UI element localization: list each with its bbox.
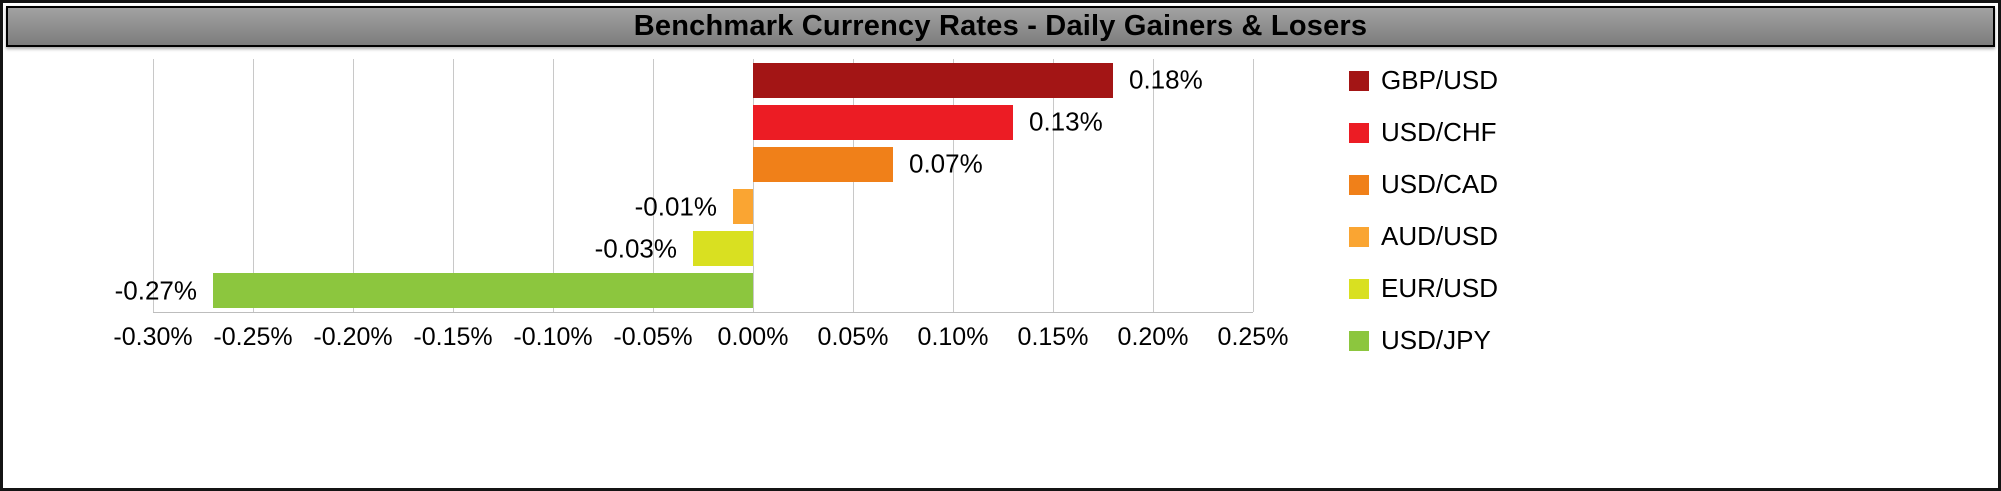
x-tick-label: 0.15% (1017, 323, 1089, 351)
legend-item-aud-usd: AUD/USD (1349, 221, 1498, 252)
x-tick-label: -0.30% (113, 323, 193, 351)
bar-gbp-usd (753, 63, 1113, 98)
x-tick-label: 0.00% (717, 323, 789, 351)
gridline (353, 59, 354, 312)
x-tick-label: -0.20% (313, 323, 393, 351)
legend-swatch (1349, 226, 1369, 247)
bar-value-label: 0.07% (909, 148, 983, 179)
x-tick-label: 0.05% (817, 323, 889, 351)
chart-title: Benchmark Currency Rates - Daily Gainers… (633, 10, 1368, 42)
legend-item-usd-jpy: USD/JPY (1349, 325, 1498, 356)
legend-label: USD/CAD (1381, 169, 1499, 199)
gridline (253, 59, 254, 312)
bar-value-label: -0.01% (634, 191, 717, 222)
x-tick-label: -0.15% (413, 323, 493, 351)
gridline (153, 59, 154, 312)
bar-usd-chf (753, 105, 1013, 140)
legend-label: EUR/USD (1381, 273, 1499, 303)
bar-value-label: 0.13% (1029, 106, 1103, 137)
legend-swatch (1349, 122, 1369, 143)
legend-label: USD/JPY (1381, 325, 1491, 355)
chart-title-bar: Benchmark Currency Rates - Daily Gainers… (6, 6, 1995, 47)
gridline (753, 59, 754, 312)
legend-item-gbp-usd: GBP/USD (1349, 65, 1498, 96)
bar-value-label: 0.18% (1129, 64, 1203, 95)
legend-item-usd-cad: USD/CAD (1349, 169, 1498, 200)
x-tick-label: 0.10% (917, 323, 989, 351)
gridline (953, 59, 954, 312)
x-tick-label: -0.10% (513, 323, 593, 351)
gridline (453, 59, 454, 312)
gridline (553, 59, 554, 312)
bar-aud-usd (733, 189, 753, 224)
bar-usd-cad (753, 147, 893, 182)
legend-item-eur-usd: EUR/USD (1349, 273, 1498, 304)
legend-swatch (1349, 70, 1369, 91)
legend-swatch (1349, 174, 1369, 195)
x-tick-label: -0.25% (213, 323, 293, 351)
legend-swatch (1349, 278, 1369, 299)
x-axis: -0.30% -0.25% -0.20% -0.15% -0.10% -0.05% 0.00… (113, 323, 1288, 359)
legend: GBP/USD USD/CHF USD/CAD AUD/USD EUR/USD USD/J… (1349, 65, 1498, 356)
gridline (1153, 59, 1154, 312)
legend-label: USD/CHF (1381, 117, 1497, 147)
legend-item-usd-chf: USD/CHF (1349, 117, 1498, 148)
bar-eur-usd (693, 231, 753, 266)
bar-value-label: -0.03% (594, 233, 677, 264)
x-tick-label: -0.05% (613, 323, 693, 351)
legend-label: AUD/USD (1381, 221, 1499, 251)
bar-value-label: -0.27% (114, 275, 197, 306)
gridline (1053, 59, 1054, 312)
plot-area: 0.18% 0.13% 0.07% -0.01% -0.03% -0.27% (115, 59, 1254, 313)
x-tick-label: 0.25% (1217, 323, 1289, 351)
x-tick-label: 0.20% (1117, 323, 1189, 351)
legend-swatch (1349, 330, 1369, 351)
gridline (853, 59, 854, 312)
gridline (653, 59, 654, 312)
bar-usd-jpy (213, 273, 753, 308)
legend-label: GBP/USD (1381, 65, 1499, 95)
gridline (1253, 59, 1254, 312)
